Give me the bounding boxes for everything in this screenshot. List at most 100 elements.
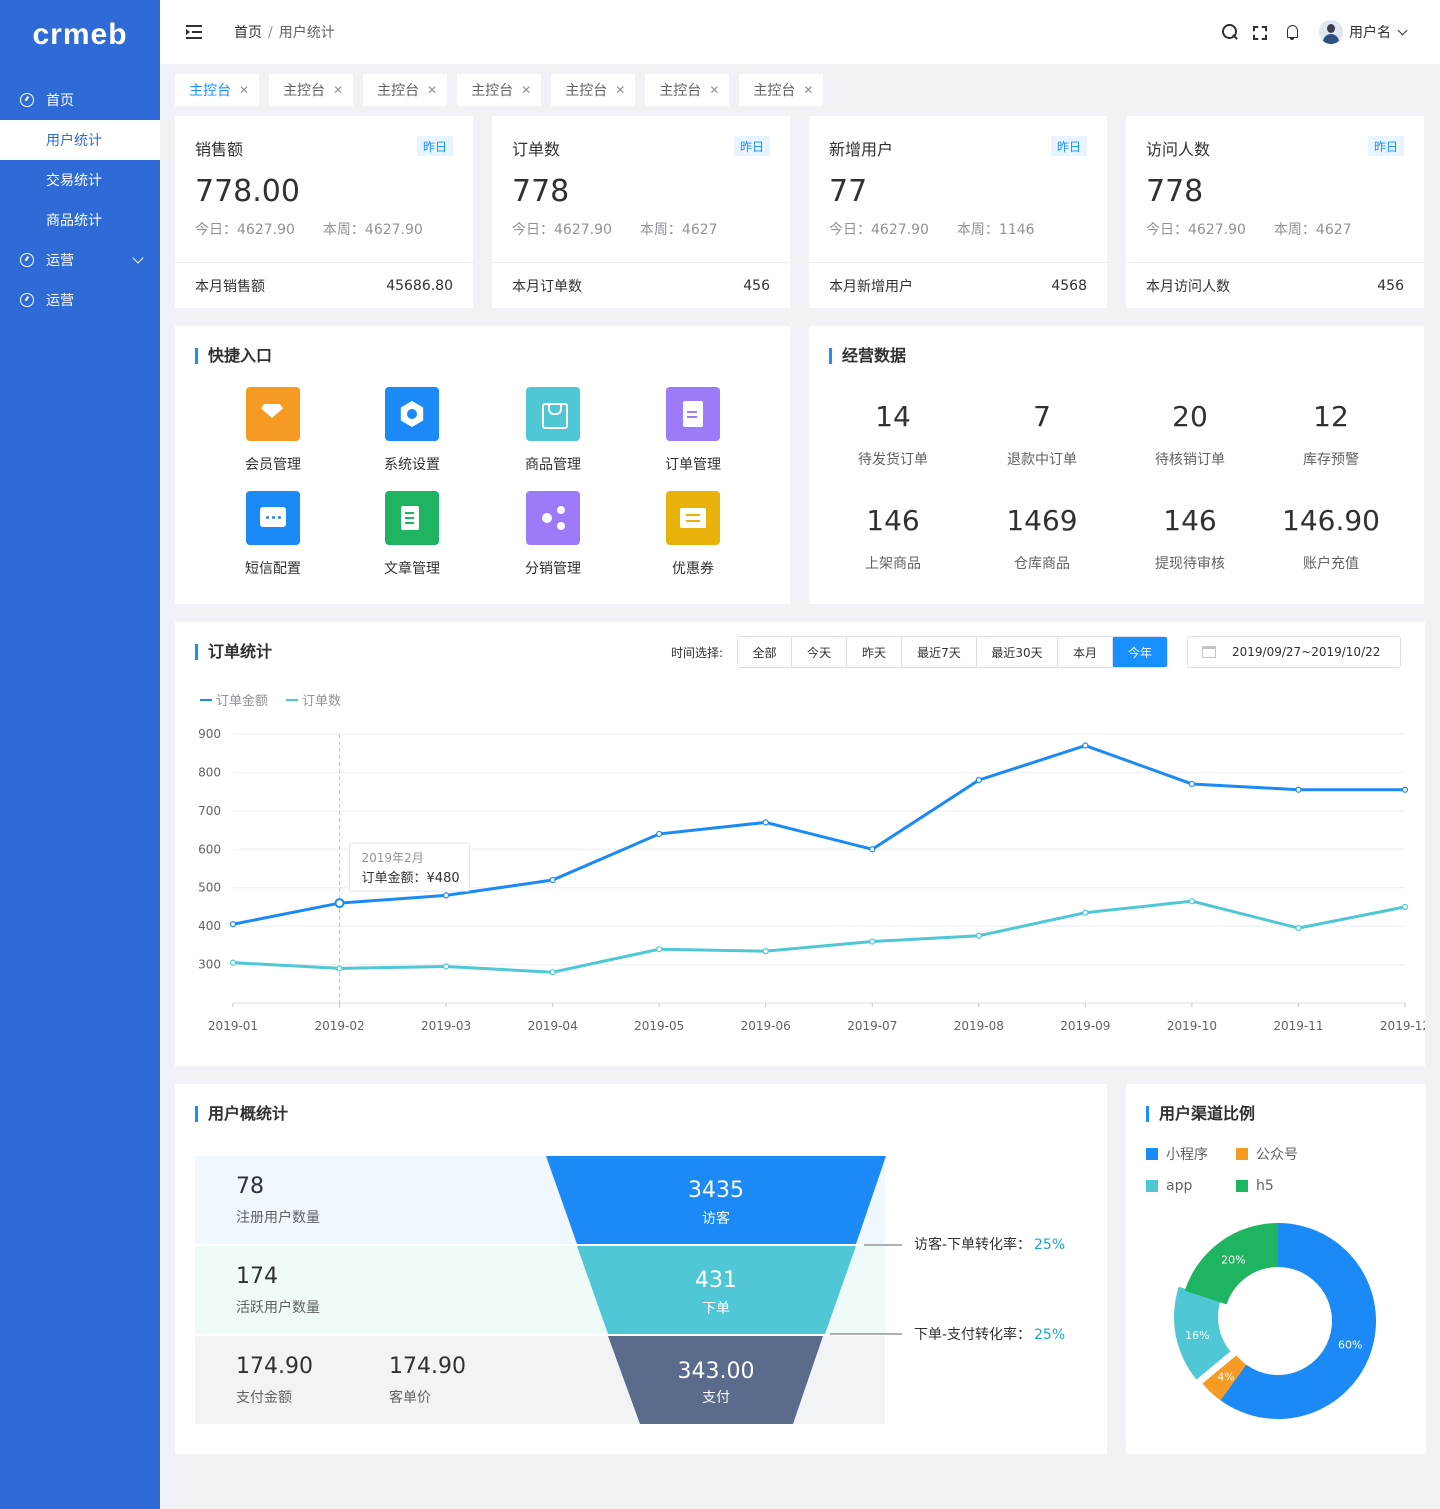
close-icon[interactable]: ✕ <box>709 83 720 97</box>
sidebar-item-home[interactable]: 首页 <box>0 80 160 120</box>
sidebar-item-operation[interactable]: 运营 <box>0 240 160 280</box>
quick-entry-member[interactable]: 会员管理 <box>223 387 323 474</box>
biz-item[interactable]: 12 库存预警 <box>1256 400 1406 469</box>
stat-week: 本周：4627.90 <box>322 222 423 238</box>
data-point[interactable] <box>762 819 769 826</box>
biz-item[interactable]: 7 退款中订单 <box>967 400 1117 469</box>
data-point[interactable] <box>1082 742 1089 749</box>
donut-slice[interactable] <box>1184 1223 1278 1305</box>
data-point[interactable] <box>869 846 876 853</box>
quick-entry-label: 优惠券 <box>672 561 714 577</box>
card-title: 订单统计 <box>195 644 272 660</box>
legend-item[interactable]: 公众号 <box>1236 1144 1298 1164</box>
biz-label: 待核销订单 <box>1155 452 1225 468</box>
tab-console[interactable]: 主控台 ✕ <box>457 74 542 106</box>
sidebar-item-user-stats[interactable]: 用户统计 <box>0 120 160 160</box>
legend-item[interactable]: h5 <box>1236 1178 1274 1194</box>
bell-icon[interactable] <box>1283 23 1301 41</box>
data-point[interactable] <box>549 969 556 976</box>
range-7days-button[interactable]: 最近7天 <box>902 637 977 667</box>
close-icon[interactable]: ✕ <box>615 83 626 97</box>
donut-slice[interactable] <box>1202 1355 1247 1401</box>
data-point[interactable] <box>1188 898 1196 905</box>
dashboard-icon <box>20 293 34 307</box>
tab-console[interactable]: 主控台 ✕ <box>175 74 260 106</box>
close-icon[interactable]: ✕ <box>427 83 438 97</box>
menu-collapse-icon[interactable] <box>186 25 202 39</box>
data-point[interactable] <box>229 921 237 928</box>
data-point[interactable] <box>1295 924 1302 932</box>
quick-entry-goods[interactable]: 商品管理 <box>503 387 603 474</box>
biz-item[interactable]: 1469 仓库商品 <box>967 504 1117 573</box>
username[interactable]: 用户名 <box>1349 25 1391 41</box>
avatar[interactable] <box>1319 20 1343 44</box>
close-icon[interactable]: ✕ <box>521 83 532 97</box>
range-today-button[interactable]: 今天 <box>792 637 847 667</box>
data-point[interactable] <box>1188 780 1196 788</box>
data-point[interactable] <box>334 898 345 909</box>
legend-label: 订单数 <box>302 694 342 709</box>
biz-item[interactable]: 20 待核销订单 <box>1115 400 1265 469</box>
data-point[interactable] <box>762 948 769 955</box>
tab-console[interactable]: 主控台 ✕ <box>645 74 730 106</box>
range-30days-button[interactable]: 最近30天 <box>977 637 1058 667</box>
data-point[interactable] <box>549 876 556 884</box>
legend-item[interactable]: 小程序 <box>1146 1144 1208 1164</box>
donut-slice[interactable] <box>1174 1286 1231 1380</box>
tab-console[interactable]: 主控台 ✕ <box>551 74 636 106</box>
range-month-button[interactable]: 本月 <box>1058 637 1113 667</box>
close-icon[interactable]: ✕ <box>803 83 814 97</box>
tab-console[interactable]: 主控台 ✕ <box>739 74 824 106</box>
quick-entry-sms[interactable]: 短信配置 <box>223 491 323 578</box>
quick-entry-order[interactable]: 订单管理 <box>643 387 743 474</box>
sidebar-item-label: 首页 <box>46 93 74 109</box>
data-point[interactable] <box>1082 909 1089 916</box>
data-point[interactable] <box>442 963 450 970</box>
data-point[interactable] <box>975 932 982 939</box>
data-point[interactable] <box>869 938 876 945</box>
donut-slice[interactable] <box>1220 1223 1376 1419</box>
close-icon[interactable]: ✕ <box>333 83 344 97</box>
data-point[interactable] <box>656 830 663 838</box>
breadcrumb-home[interactable]: 首页 <box>234 25 262 41</box>
data-point[interactable] <box>1401 786 1409 793</box>
data-point[interactable] <box>229 959 237 966</box>
range-year-button[interactable]: 今年 <box>1113 637 1167 667</box>
sidebar-item-trade-stats[interactable]: 交易统计 <box>0 160 160 200</box>
data-point[interactable] <box>1295 786 1302 793</box>
sidebar-item-operation-2[interactable]: 运营 <box>0 280 160 320</box>
data-point[interactable] <box>656 946 663 953</box>
stat-week: 本周：4627 <box>639 222 718 238</box>
search-icon[interactable] <box>1221 23 1239 41</box>
quick-entry-distribution[interactable]: 分销管理 <box>503 491 603 578</box>
biz-item[interactable]: 146 提现待审核 <box>1115 504 1265 573</box>
biz-item[interactable]: 146.90 账户充值 <box>1256 504 1406 573</box>
range-yesterday-button[interactable]: 昨天 <box>847 637 902 667</box>
legend-swatch <box>1146 1180 1158 1192</box>
data-point[interactable] <box>336 965 343 972</box>
chevron-down-icon[interactable] <box>1397 25 1408 35</box>
data-point[interactable] <box>1401 903 1409 911</box>
tab-console[interactable]: 主控台 ✕ <box>269 74 354 106</box>
legend-item[interactable]: 订单数 <box>286 690 341 709</box>
biz-item[interactable]: 146 上架商品 <box>818 504 968 573</box>
quick-entry-system[interactable]: 系统设置 <box>362 387 462 474</box>
quick-entry-coupon[interactable]: 优惠券 <box>643 491 743 578</box>
range-all-button[interactable]: 全部 <box>738 637 792 667</box>
date-range-picker[interactable]: 2019/09/27~2019/10/22 <box>1187 636 1401 668</box>
stat-title: 销售额 <box>195 140 244 159</box>
fullscreen-icon[interactable] <box>1253 26 1267 40</box>
data-point[interactable] <box>442 892 450 899</box>
biz-item[interactable]: 14 待发货订单 <box>818 400 968 469</box>
quick-entry-article[interactable]: 文章管理 <box>362 491 462 578</box>
data-point[interactable] <box>975 777 982 784</box>
quick-entry-card: 快捷入口 会员管理 系统设置 商品管理 订单管理 短信配置 文章管理 分销管理 … <box>175 326 790 604</box>
legend-item[interactable]: app <box>1146 1178 1192 1194</box>
sidebar-item-goods-stats[interactable]: 商品统计 <box>0 200 160 240</box>
active-count: 174 <box>236 1264 278 1289</box>
tab-console[interactable]: 主控台 ✕ <box>363 74 448 106</box>
close-icon[interactable]: ✕ <box>239 83 250 97</box>
funnel-visitors-value: 3435 <box>688 1178 744 1203</box>
legend-item[interactable]: 订单金额 <box>200 690 268 709</box>
stat-foot-value: 4568 <box>1051 277 1087 294</box>
